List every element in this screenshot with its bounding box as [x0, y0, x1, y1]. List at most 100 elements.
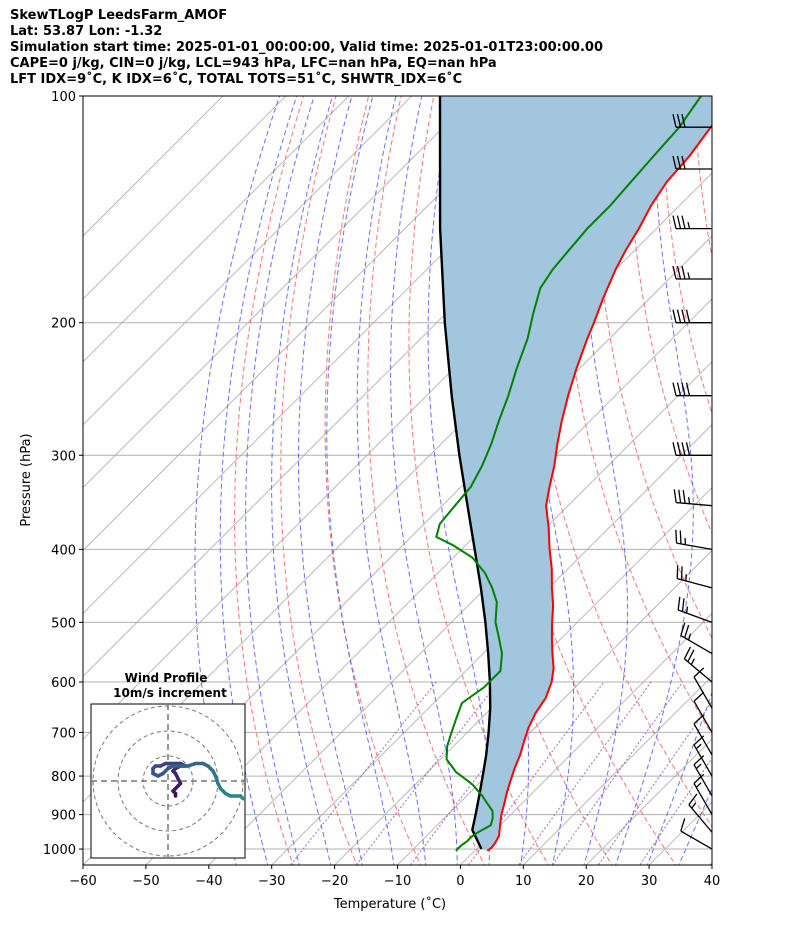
- wind-barb-feather: [676, 309, 682, 323]
- moist-adiabat-line: [580, 96, 628, 865]
- wind-barb-staff: [693, 700, 713, 733]
- y-axis-label: Pressure (hPa): [19, 433, 34, 526]
- title-times: Simulation start time: 2025-01-01_00:00:…: [10, 40, 603, 55]
- wind-barb-feather: [685, 606, 689, 614]
- wind-barb-feather: [672, 215, 677, 229]
- mixing-ratio-line: [551, 681, 684, 865]
- wind-barb-staff: [693, 723, 713, 756]
- wind-barb-staff: [680, 634, 713, 655]
- y-tick-label: 300: [51, 449, 76, 464]
- wind-barb-feather: [693, 773, 705, 784]
- moist-adiabat-line: [709, 860, 712, 865]
- wind-barb-staff: [693, 676, 713, 709]
- wind-barb: [688, 793, 713, 833]
- cin-shaded-area: [440, 96, 712, 851]
- mixing-ratio-line: [518, 681, 652, 865]
- wind-barb-feather: [687, 272, 691, 280]
- moist-adiabat-line: [271, 96, 333, 865]
- wind-barb-feather: [676, 442, 682, 456]
- isotherm-line: [83, 96, 475, 489]
- dry-adiabat-line: [408, 96, 549, 865]
- isotherm-line: [83, 96, 287, 300]
- cape-shading-layer: [440, 96, 712, 851]
- x-tick-label: −40: [195, 874, 222, 889]
- wind-barb-feather: [681, 309, 686, 323]
- x-axis-label: Temperature (˚C): [333, 896, 446, 912]
- wind-barb: [680, 622, 713, 655]
- wind-barb-feather: [675, 529, 678, 544]
- wind-barb: [672, 442, 712, 456]
- wind-barb-staff: [693, 783, 713, 815]
- y-tick-label: 500: [51, 616, 76, 631]
- wind-barb-feather: [672, 442, 677, 456]
- wind-barb: [693, 755, 713, 797]
- wind-barb-staff: [693, 764, 713, 797]
- x-tick-label: 20: [578, 874, 595, 889]
- parcel-profile-line: [438, 96, 492, 850]
- x-tick-label: 30: [641, 874, 658, 889]
- hodograph-plot: [91, 704, 245, 858]
- moist-adiabat-line: [356, 96, 427, 865]
- isotherm-line: [711, 864, 712, 865]
- y-tick-label: 100: [51, 90, 76, 105]
- wind-barb-feather: [681, 442, 686, 456]
- wind-barb-feather: [684, 624, 690, 638]
- moist-adiabat-line: [298, 96, 363, 865]
- wind-barb: [680, 818, 713, 850]
- wind-barb-feather: [680, 622, 686, 636]
- wind-barb-feather: [679, 530, 682, 544]
- dry-adiabat-line: [693, 96, 712, 259]
- wind-barb-feather: [687, 649, 695, 663]
- x-tick-label: −20: [321, 874, 348, 889]
- wind-barb-staff: [676, 501, 713, 507]
- wind-barb: [672, 155, 712, 170]
- wind-barb: [676, 565, 713, 589]
- wind-barb-feather: [672, 309, 677, 323]
- wind-barb-feather: [681, 114, 686, 128]
- isotherm-line: [208, 361, 712, 865]
- wind-barb-feather: [672, 155, 677, 170]
- wind-barb-staff: [680, 830, 713, 850]
- profile-series-layer: [435, 96, 712, 852]
- wind-barb-feather: [683, 646, 692, 660]
- dewpoint-profile-line: [435, 96, 702, 852]
- moist-adiabat-line: [194, 96, 281, 865]
- wind-barb-feather: [677, 596, 681, 611]
- wind-barb-feather: [688, 793, 698, 806]
- wind-barb-feather: [695, 763, 702, 770]
- title-cape: CAPE=0 j/kg, CIN=0 j/kg, LCL=943 hPa, LF…: [10, 56, 497, 71]
- moist-adiabat-line: [326, 96, 395, 865]
- x-tick-label: −50: [132, 874, 159, 889]
- title-station: SkewTLogP LeedsFarm_AMOF: [10, 8, 228, 23]
- wind-barb-feather: [695, 782, 702, 788]
- moist-adiabat-line: [427, 96, 491, 865]
- isotherm-line: [83, 96, 412, 426]
- moist-adiabat-line: [646, 691, 712, 865]
- dry-adiabat-line: [559, 96, 712, 736]
- wind-barb-feather: [672, 382, 677, 396]
- wind-barb-feather: [681, 265, 686, 280]
- wind-barb-feather: [695, 743, 702, 750]
- wind-barb: [672, 265, 712, 280]
- dry-adiabat-line: [628, 96, 712, 535]
- dry-adiabat-line: [661, 96, 712, 415]
- wind-barb-feather: [676, 382, 682, 396]
- wind-barb: [672, 309, 712, 324]
- y-tick-label: 400: [51, 543, 76, 558]
- wind-barb-feather: [681, 382, 686, 396]
- wind-barb-feather: [691, 802, 697, 809]
- wind-barb: [675, 529, 713, 551]
- isotherm-line: [648, 801, 712, 865]
- wind-barb-feather: [688, 497, 691, 504]
- wind-barb-feather: [693, 755, 705, 766]
- isotherm-line: [83, 96, 350, 363]
- wind-barb-feather: [680, 818, 686, 832]
- x-tick-label: −30: [258, 874, 285, 889]
- wind-barb-staff: [684, 658, 713, 683]
- wind-barb-feather: [682, 490, 686, 504]
- wind-barbs-layer: [672, 114, 713, 850]
- wind-barb-feather: [672, 265, 677, 280]
- y-tick-label: 1000: [43, 843, 76, 858]
- wind-barb-staff: [677, 609, 713, 623]
